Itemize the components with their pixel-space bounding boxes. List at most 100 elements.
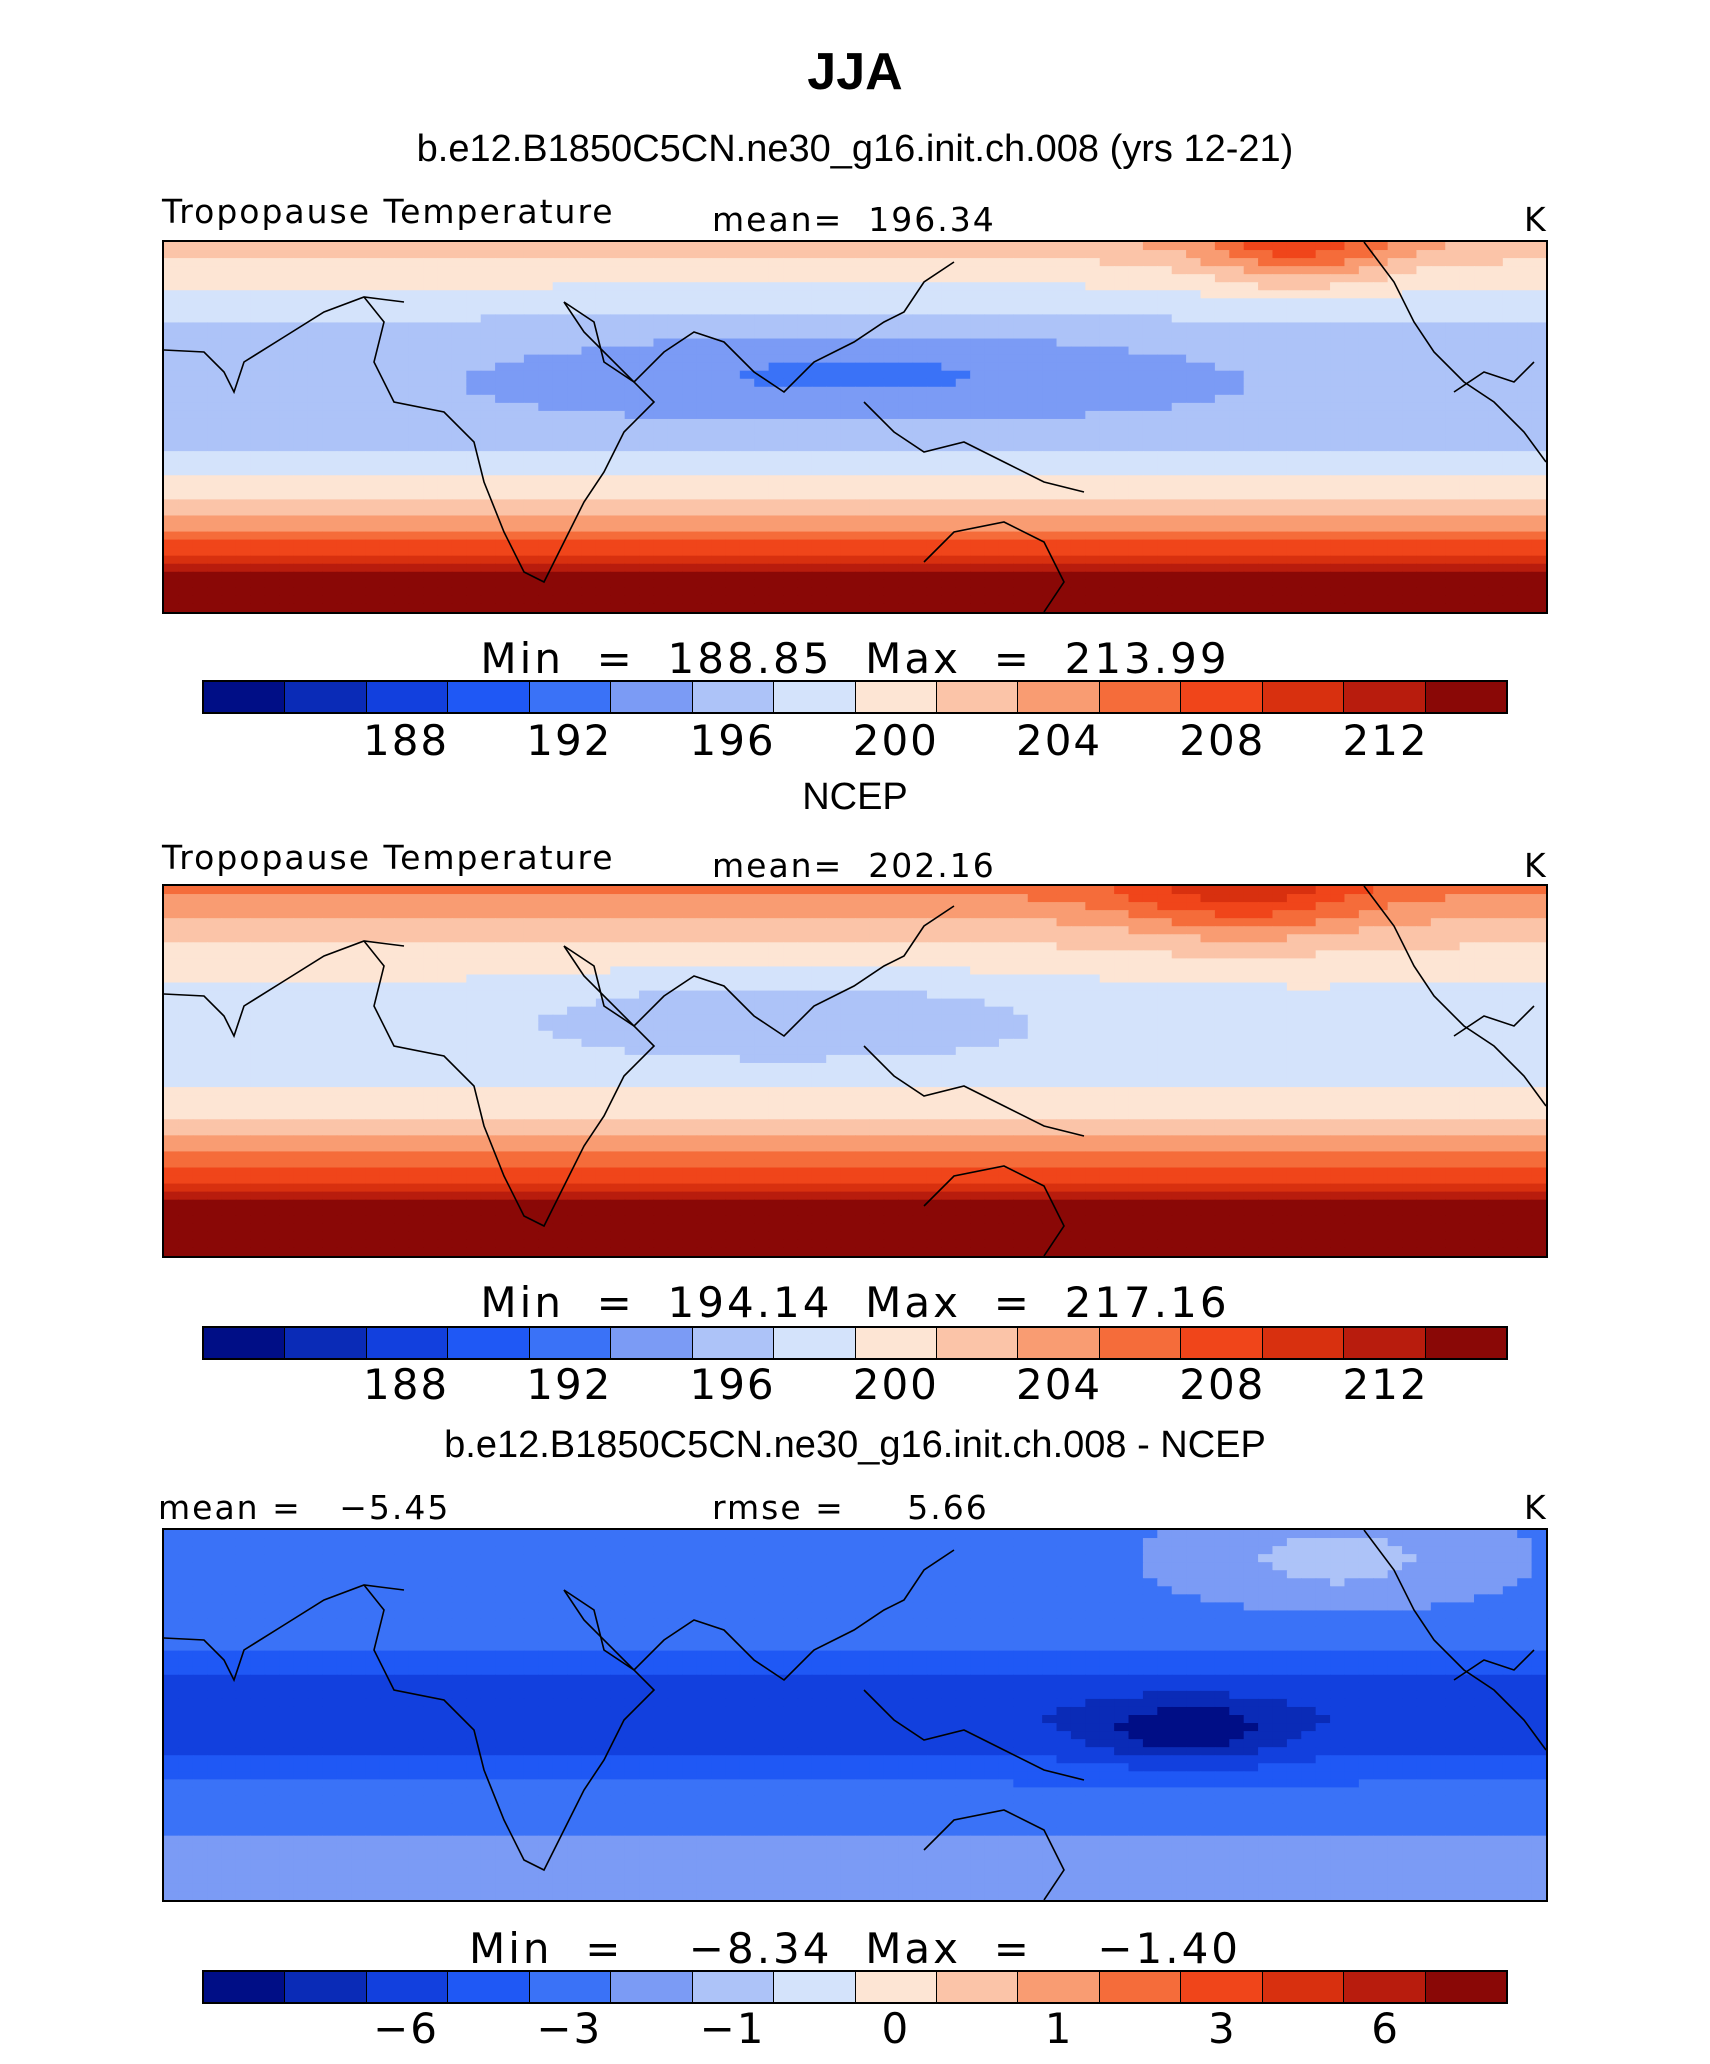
panel-1-mean-label: mean= 196.34 [712, 200, 996, 239]
panel-2-minmax: Min = 194.14 Max = 217.16 [480, 1278, 1230, 1327]
colorbar-swatch [1262, 682, 1345, 712]
colorbar-swatch [855, 682, 937, 712]
colorbar-swatch [366, 1972, 449, 2002]
colorbar-swatch [1262, 1328, 1345, 1358]
colorbar-swatch [1018, 1972, 1100, 2002]
colorbar-tick-label: 200 [852, 716, 939, 765]
colorbar-tick-label: 1 [1044, 2004, 1074, 2053]
contour-fill [164, 1530, 1546, 1900]
colorbar-tick-label: 188 [362, 716, 450, 765]
colorbar-tick-label: −1 [699, 2004, 766, 2053]
colorbar-tick-label: 188 [362, 1360, 450, 1409]
colorbar-swatch [1099, 682, 1182, 712]
panel-3-rmse-label: rmse = 5.66 [712, 1488, 989, 1527]
colorbar-swatch [1018, 682, 1100, 712]
colorbar-swatch [692, 1972, 775, 2002]
panel-2-map-field [164, 886, 1546, 1256]
panel-1-minmax: Min = 188.85 Max = 213.99 [480, 634, 1230, 683]
colorbar-tick-label: 196 [689, 1360, 776, 1409]
colorbar-swatch [936, 1972, 1019, 2002]
panel-3-case-title: b.e12.B1850C5CN.ne30_g16.init.ch.008 - N… [444, 1424, 1266, 1466]
colorbar-swatch [1344, 1328, 1426, 1358]
contour-fill [164, 886, 1546, 1256]
colorbar-swatch [366, 682, 449, 712]
colorbar-swatch [366, 1328, 449, 1358]
panel-3-minmax: Min = −8.34 Max = −1.40 [468, 1924, 1242, 1973]
colorbar-swatch [611, 682, 693, 712]
colorbar-swatch [611, 1328, 693, 1358]
colorbar-swatch [204, 682, 286, 712]
colorbar-swatch [692, 1328, 775, 1358]
colorbar-swatch [285, 1972, 367, 2002]
panel-1-colorbar-ticks: 188 192 196 200 204 208 212 [0, 716, 1710, 765]
colorbar-swatch [855, 1328, 937, 1358]
colorbar-tick-label: 212 [1342, 716, 1429, 765]
panel-2-variable-label: Tropopause Temperature [162, 838, 615, 877]
colorbar-swatch [1344, 682, 1426, 712]
colorbar-tick-label: 192 [526, 716, 613, 765]
panel-2-case-title: NCEP [802, 776, 908, 818]
colorbar-swatch [448, 1328, 530, 1358]
colorbar-tick-label: 204 [1015, 1360, 1103, 1409]
panel-3-map-field [164, 1530, 1546, 1900]
panel-1-variable-label: Tropopause Temperature [162, 192, 615, 231]
colorbar-swatch [529, 1972, 612, 2002]
panel-2-mean-label: mean= 202.16 [712, 846, 996, 885]
colorbar-swatch [285, 1328, 367, 1358]
panel-3-map [162, 1528, 1548, 1902]
colorbar-swatch [774, 1328, 856, 1358]
colorbar-swatch [448, 1972, 530, 2002]
colorbar-tick-label: 0 [881, 2004, 911, 2053]
colorbar-swatch [611, 1972, 693, 2002]
colorbar-swatch [1099, 1328, 1182, 1358]
colorbar-swatch [1181, 1972, 1263, 2002]
coastline-outline [164, 886, 1546, 1256]
colorbar-swatch [1425, 1972, 1506, 2002]
colorbar-swatch [1099, 1972, 1182, 2002]
colorbar-tick-label: 192 [526, 1360, 613, 1409]
colorbar-tick-label: 208 [1179, 716, 1266, 765]
colorbar-swatch [1425, 682, 1506, 712]
panel-3-colorbar [202, 1970, 1508, 2004]
colorbar-swatch [448, 682, 530, 712]
panel-1-map-field [164, 242, 1546, 612]
coastline-outline [164, 1530, 1546, 1900]
colorbar-swatch [529, 1328, 612, 1358]
colorbar-tick-label: 196 [689, 716, 776, 765]
colorbar-tick-label: 208 [1179, 1360, 1266, 1409]
contour-fill [164, 242, 1546, 612]
colorbar-swatch [1262, 1972, 1345, 2002]
colorbar-swatch [1181, 682, 1263, 712]
panel-2-map [162, 884, 1548, 1258]
colorbar-swatch [1344, 1972, 1426, 2002]
colorbar-swatch [936, 1328, 1019, 1358]
colorbar-tick-label: −6 [373, 2004, 440, 2053]
panel-1-units-label: K [1524, 200, 1548, 239]
panel-1-map [162, 240, 1548, 614]
colorbar-swatch [774, 682, 856, 712]
colorbar-swatch [692, 682, 775, 712]
coastline-outline [164, 242, 1546, 612]
colorbar-tick-label: 204 [1015, 716, 1103, 765]
colorbar-swatch [1018, 1328, 1100, 1358]
panel-3-units-label: K [1524, 1488, 1548, 1527]
colorbar-tick-label: −3 [536, 2004, 603, 2053]
colorbar-swatch [204, 1972, 286, 2002]
colorbar-swatch [1425, 1328, 1506, 1358]
colorbar-tick-label: 200 [852, 1360, 939, 1409]
colorbar-swatch [285, 682, 367, 712]
colorbar-swatch [1181, 1328, 1263, 1358]
panel-2-colorbar-ticks: 188 192 196 200 204 208 212 [0, 1360, 1710, 1409]
panel-3-colorbar-ticks: −6 −3 −1 0 1 3 6 [0, 2004, 1710, 2053]
figure-title: JJA [807, 43, 903, 101]
colorbar-swatch [529, 682, 612, 712]
colorbar-swatch [204, 1328, 286, 1358]
colorbar-tick-label: 212 [1342, 1360, 1429, 1409]
colorbar-tick-label: 3 [1207, 2004, 1237, 2053]
panel-2-units-label: K [1524, 846, 1548, 885]
panel-2-colorbar [202, 1326, 1508, 1360]
panel-1-case-title: b.e12.B1850C5CN.ne30_g16.init.ch.008 (yr… [416, 128, 1294, 170]
panel-1-colorbar [202, 680, 1508, 714]
colorbar-swatch [855, 1972, 937, 2002]
colorbar-swatch [936, 682, 1019, 712]
